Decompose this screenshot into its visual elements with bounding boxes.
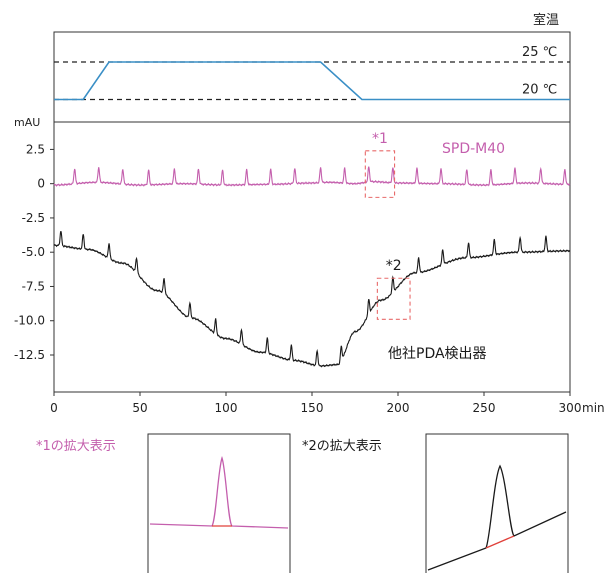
annotation-label-1: *1 xyxy=(372,131,388,147)
temperature-title: 室温 xyxy=(533,12,559,28)
inset-1-frame xyxy=(147,433,291,573)
y-tick-label: 0 xyxy=(37,177,45,191)
inset-2: *2の拡大表示 xyxy=(302,433,569,573)
x-tick-label: 250 xyxy=(473,401,496,415)
chromatogram-panel: mAU min 2.5 0 -2.5 -5.0 -7.5 -10.0 -12.5 0 50 10… xyxy=(14,116,605,415)
series-line-other-pda xyxy=(53,230,571,368)
temperature-series-line xyxy=(54,61,570,101)
x-tick-label: 50 xyxy=(132,401,147,415)
x-tick-label: 100 xyxy=(215,401,238,415)
temperature-panel: 室温 25 ℃ 20 ℃ xyxy=(53,12,571,123)
annotation-boxes: *1 *2 xyxy=(364,131,411,320)
x-axis-unit-label: min xyxy=(582,401,605,415)
x-tick-label: 200 xyxy=(387,401,410,415)
inset-1-label: *1の拡大表示 xyxy=(36,439,116,454)
y-tick-label: -2.5 xyxy=(22,211,45,225)
inset-2-baseline-fit xyxy=(485,535,515,549)
reference-label-20: 20 ℃ xyxy=(522,83,557,98)
y-axis-ticks: 2.5 0 -2.5 -5.0 -7.5 -10.0 -12.5 xyxy=(14,142,54,362)
x-tick-label: 0 xyxy=(50,401,58,415)
y-tick-label: -5.0 xyxy=(22,245,45,259)
y-tick-label: -7.5 xyxy=(22,279,45,293)
annotation-box-1 xyxy=(364,150,396,198)
temperature-frame xyxy=(53,31,571,123)
y-tick-label: 2.5 xyxy=(26,142,45,156)
x-tick-label: 150 xyxy=(301,401,324,415)
annotation-box-2 xyxy=(376,277,411,320)
y-tick-label: -10.0 xyxy=(14,314,45,328)
annotation-label-2: *2 xyxy=(386,258,402,274)
y-axis-unit-label: mAU xyxy=(14,116,40,129)
series-line-spd-m40 xyxy=(53,166,571,187)
y-tick-label: -12.5 xyxy=(14,348,45,362)
x-axis-ticks: 0 50 100 150 200 250 300 xyxy=(50,392,581,415)
inset-1-trace xyxy=(149,455,289,529)
x-tick-label: 300 xyxy=(559,401,582,415)
inset-2-trace xyxy=(427,464,567,571)
series-label-other-pda: 他社PDA検出器 xyxy=(388,346,487,362)
reference-label-25: 25 ℃ xyxy=(522,45,557,60)
inset-2-frame xyxy=(425,433,569,573)
inset-2-label: *2の拡大表示 xyxy=(302,439,382,454)
series-label-spd-m40: SPD-M40 xyxy=(442,141,505,157)
inset-1: *1の拡大表示 xyxy=(36,433,291,573)
